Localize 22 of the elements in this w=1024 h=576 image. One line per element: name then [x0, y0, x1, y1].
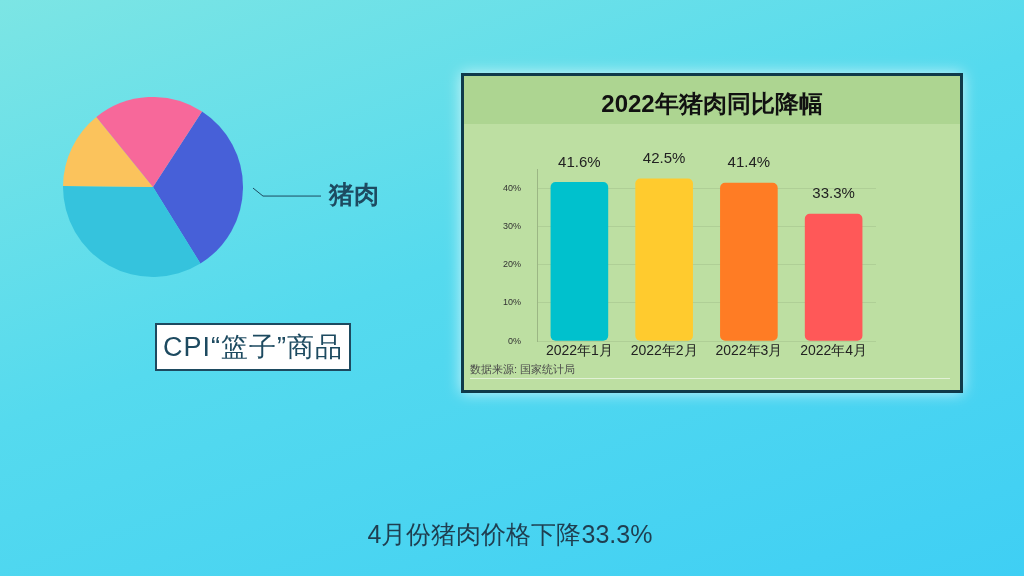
data-label: 41.6%	[558, 152, 601, 170]
x-tick-label: 2022年1月	[545, 342, 613, 359]
y-tick-label: 20%	[503, 259, 522, 270]
data-label: 41.4%	[727, 153, 771, 171]
data-label: 42.5%	[642, 149, 686, 167]
bar	[550, 182, 609, 341]
bar	[635, 178, 693, 341]
y-tick-label: 0%	[508, 335, 522, 346]
slice-label: 猪肉	[327, 179, 379, 208]
y-tick-label: 40%	[503, 182, 522, 193]
x-tick-label: 2022年3月	[715, 342, 783, 359]
data-label: 33.3%	[812, 184, 855, 202]
bar	[804, 213, 863, 341]
y-tick-label: 10%	[503, 297, 522, 308]
chart-title: 2022年猪肉同比降幅	[601, 90, 823, 117]
x-tick-label: 2022年2月	[630, 342, 698, 359]
y-tick-label: 30%	[503, 220, 522, 231]
x-tick-label: 2022年4月	[800, 342, 868, 359]
text: 4月份猪肉价格下降33.3%	[367, 520, 653, 548]
source-note: 数据来源: 国家统计局	[470, 363, 576, 375]
bar	[720, 182, 778, 341]
text: CPI“篮子”商品	[163, 332, 343, 362]
